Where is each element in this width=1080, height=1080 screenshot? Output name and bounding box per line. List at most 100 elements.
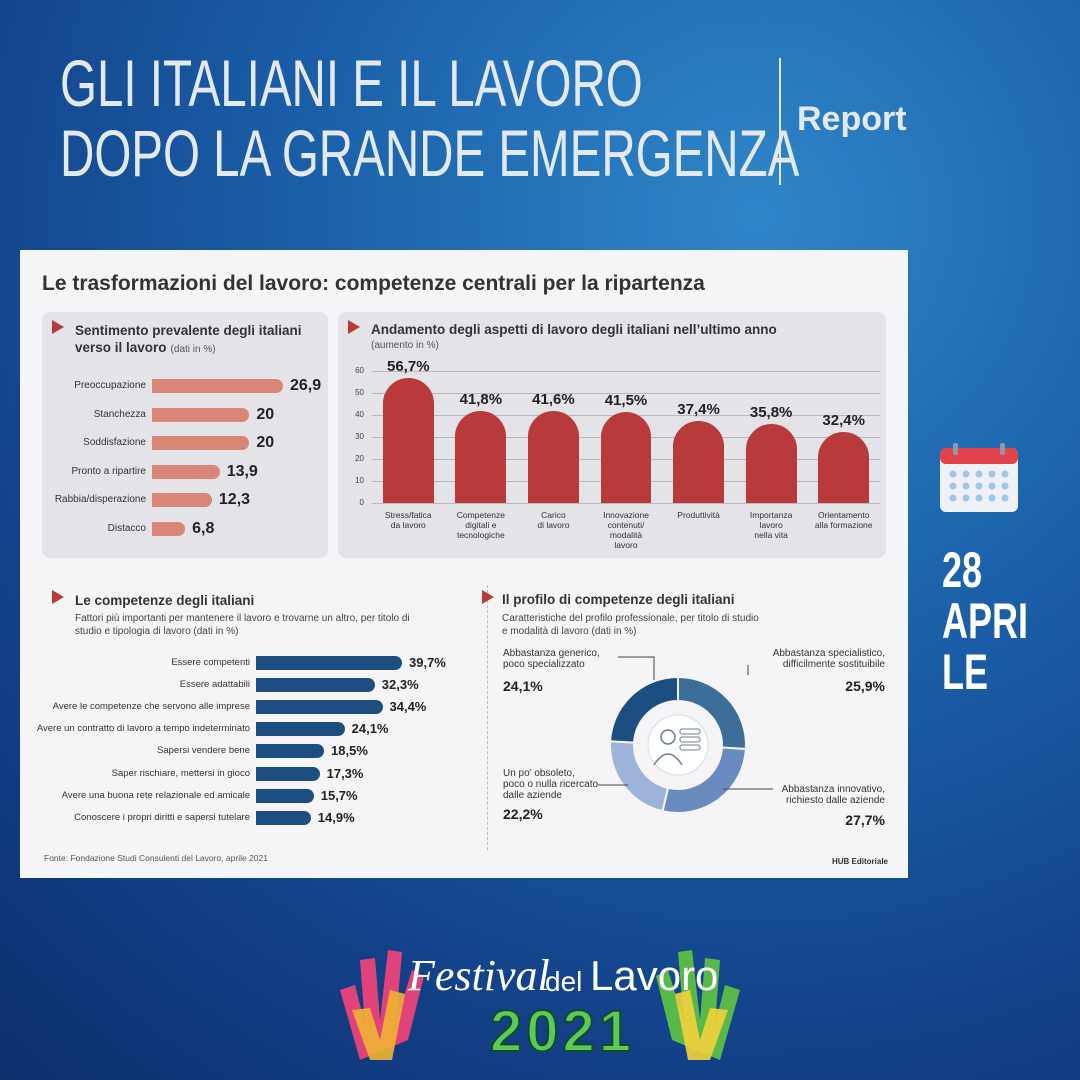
bar bbox=[256, 810, 311, 825]
value-label: 34,4% bbox=[389, 699, 427, 715]
bar bbox=[152, 522, 186, 536]
bar bbox=[528, 411, 579, 503]
bar bbox=[256, 788, 314, 803]
source: Fonte: Fondazione Studi Consulenti del L… bbox=[44, 853, 268, 863]
bar bbox=[818, 431, 870, 503]
date-line: APRI bbox=[942, 593, 1029, 649]
logo-year: 2021 bbox=[489, 998, 636, 1065]
bar bbox=[256, 766, 320, 781]
value-label: 32,3% bbox=[381, 677, 419, 693]
bar bbox=[152, 379, 283, 393]
y-tick-label: 0 bbox=[359, 498, 364, 507]
value-label: 20 bbox=[256, 405, 275, 423]
chart-title: Il profilo di competenze degli italiani bbox=[502, 592, 735, 607]
date-line: LE bbox=[942, 644, 989, 700]
x-tick-label: Carico di lavoro bbox=[537, 510, 570, 530]
value-label: 17,3% bbox=[326, 765, 364, 781]
category-label: Essere competenti bbox=[171, 657, 250, 668]
report-tag: Report bbox=[797, 100, 907, 138]
bar bbox=[745, 424, 797, 503]
bar bbox=[256, 700, 383, 715]
panel-title: Le trasformazioni del lavoro: competenze… bbox=[42, 272, 705, 295]
chart-title: Andamento degli aspetti di lavoro degli … bbox=[371, 322, 777, 337]
marker bbox=[52, 590, 64, 604]
value-label: 13,9 bbox=[226, 462, 258, 480]
category-label: Saper rischiare, mettersi in gioco bbox=[111, 767, 250, 779]
chart-subtitle: Caratteristiche del profilo professional… bbox=[502, 613, 759, 637]
bar bbox=[256, 678, 375, 693]
value-label: 22,2% bbox=[503, 806, 543, 822]
value-label: 37,4% bbox=[677, 400, 720, 418]
value-label: 18,5% bbox=[331, 743, 368, 759]
chart-subtitle: (dati in %) bbox=[170, 344, 216, 355]
bar bbox=[152, 464, 220, 479]
box bbox=[42, 312, 328, 558]
bar bbox=[382, 378, 434, 503]
value-label: 39,7% bbox=[409, 655, 446, 670]
bar bbox=[256, 744, 325, 759]
divider bbox=[779, 58, 781, 185]
calendar-icon bbox=[940, 443, 1018, 512]
title-line: GLI ITALIANI E IL LAVORO bbox=[60, 46, 643, 120]
grid-line bbox=[372, 503, 880, 504]
logo-word: del bbox=[545, 966, 583, 997]
slice-label: Abbastanza innovativo, richiesto dalle a… bbox=[781, 784, 885, 806]
bar bbox=[256, 656, 402, 670]
category-label: Soddisfazione bbox=[83, 437, 146, 449]
value-label: 41,6% bbox=[532, 391, 575, 409]
y-tick-label: 40 bbox=[355, 410, 364, 419]
marker bbox=[482, 590, 494, 604]
bar bbox=[152, 407, 250, 422]
category-label: Preoccupazione bbox=[74, 380, 146, 391]
x-tick-label: Importanza lavoro nella vita bbox=[749, 510, 793, 540]
marker bbox=[348, 320, 360, 334]
x-tick-label: Produttività bbox=[677, 510, 720, 520]
value-label: 41,5% bbox=[604, 391, 648, 409]
category-label: Conoscere i propri diritti e sapersi tut… bbox=[74, 811, 250, 823]
category-label: Essere adattabili bbox=[179, 679, 250, 691]
chart-title: Sentimento prevalente degli italiani ver… bbox=[75, 323, 302, 355]
value-label: 56,7% bbox=[387, 358, 430, 376]
x-tick-label: Stress/fatica da lavoro bbox=[384, 510, 432, 530]
y-tick-label: 20 bbox=[355, 454, 364, 463]
category-label: Stanchezza bbox=[93, 408, 146, 420]
slice-label: Un po’ obsoleto, poco o nulla ricercato … bbox=[503, 768, 599, 801]
logo-word: Lavoro bbox=[590, 952, 719, 999]
category-label: Distacco bbox=[107, 523, 146, 534]
credit: HUB Editoriale bbox=[831, 857, 888, 866]
bar bbox=[600, 411, 652, 503]
date-line: 28 bbox=[942, 542, 983, 598]
bar bbox=[152, 436, 250, 451]
value-label: 24,1% bbox=[503, 678, 543, 694]
y-tick-label: 60 bbox=[355, 366, 364, 375]
slice-label: Abbastanza specialistico, difficilmente … bbox=[772, 648, 885, 670]
y-tick-label: 10 bbox=[355, 476, 364, 485]
y-tick-label: 30 bbox=[355, 432, 364, 441]
category-label: Pronto a ripartire bbox=[71, 465, 146, 477]
y-tick-label: 50 bbox=[355, 388, 364, 397]
marker bbox=[52, 320, 64, 334]
value-label: 24,1% bbox=[351, 721, 389, 737]
value-label: 20 bbox=[256, 434, 275, 452]
value-label: 6,8 bbox=[192, 520, 215, 537]
x-tick-label: Orientamento alla formazione bbox=[814, 510, 873, 530]
chart-title: Le competenze degli italiani bbox=[75, 593, 255, 608]
category-label: Avere una buona rete relazionale ed amic… bbox=[61, 789, 250, 801]
logo-hands bbox=[340, 950, 740, 1060]
value-label: 41,8% bbox=[459, 391, 503, 409]
bar bbox=[673, 420, 724, 503]
category-label: Avere le competenze che servono alle imp… bbox=[52, 701, 250, 713]
x-tick-label: Innovazione contenuti/ modalità lavoro bbox=[603, 510, 649, 550]
grid-line bbox=[372, 393, 880, 394]
bar bbox=[152, 493, 212, 508]
value-label: 12,3 bbox=[218, 491, 251, 509]
value-label: 25,9% bbox=[845, 678, 885, 694]
dashed-divider bbox=[487, 585, 488, 850]
category-label: Rabbia/disperazione bbox=[54, 494, 146, 506]
chart-subtitle: Fattori più importanti per mantenere il … bbox=[75, 613, 410, 637]
value-label: 35,8% bbox=[749, 404, 793, 422]
value-label: 27,7% bbox=[845, 812, 885, 828]
grid-line bbox=[372, 371, 880, 372]
